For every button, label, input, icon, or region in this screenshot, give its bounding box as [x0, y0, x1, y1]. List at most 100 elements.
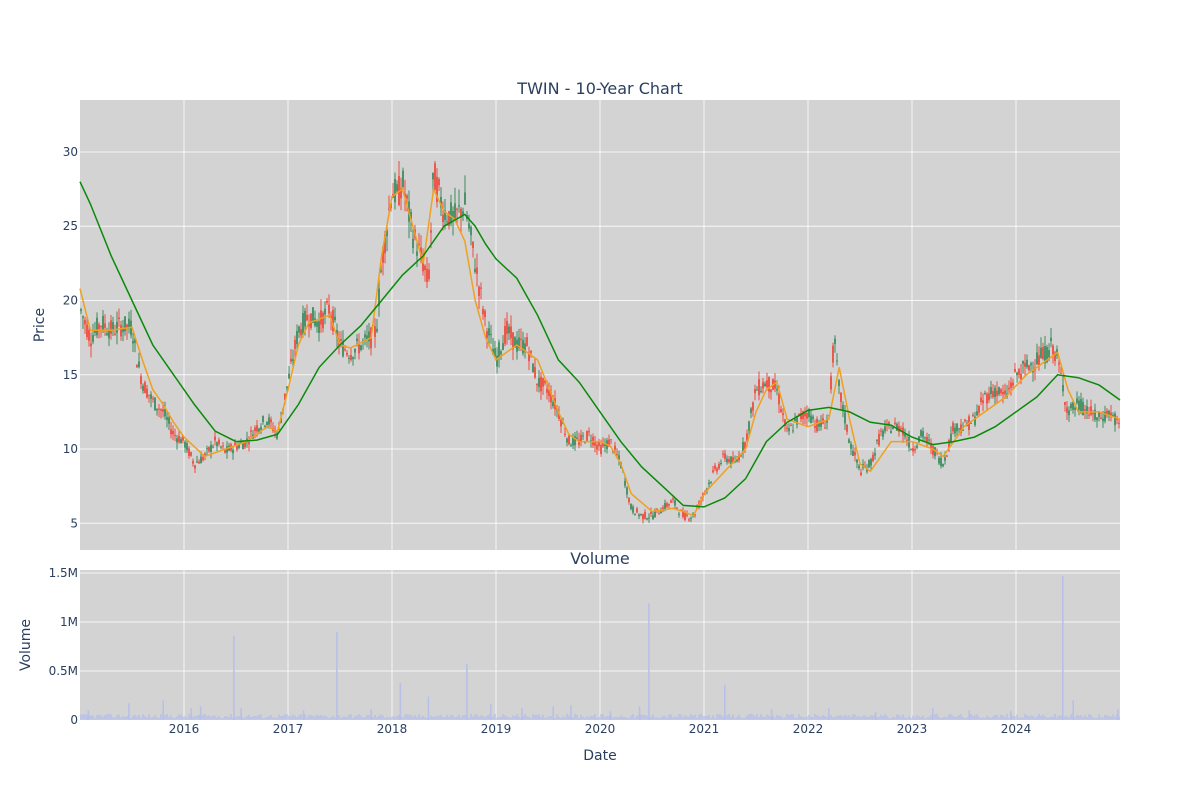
price-candle-body [400, 188, 402, 199]
price-candle-body [162, 409, 164, 412]
volume-bar [840, 714, 842, 720]
price-candle-body [800, 413, 802, 420]
volume-bar [486, 715, 488, 720]
price-candle-body [774, 380, 776, 389]
volume-bar [904, 717, 906, 720]
price-candle-body [1068, 410, 1070, 416]
volume-bar [996, 714, 998, 720]
price-candle-body [1082, 401, 1084, 416]
price-candle-body [824, 427, 826, 429]
volume-bar [726, 715, 728, 720]
price-candle-body [912, 448, 914, 452]
volume-bar [340, 717, 342, 720]
price-candle-body [654, 511, 656, 518]
volume-bar [778, 715, 780, 720]
volume-bar [1034, 717, 1036, 720]
volume-bar [1088, 714, 1090, 720]
volume-bar [464, 714, 466, 720]
volume-spike-bar [199, 706, 202, 720]
price-candle-body [96, 317, 98, 336]
x-axis-title: Date [583, 748, 616, 764]
volume-spike-bar [233, 635, 235, 720]
volume-spike-bar [570, 705, 572, 720]
price-candle-body [136, 364, 138, 368]
volume-y-tick-label: 0 [70, 713, 78, 727]
price-candle-body [838, 380, 840, 386]
volume-bar [978, 716, 980, 720]
price-candle-body [422, 261, 424, 272]
price-candle-body [668, 503, 670, 506]
price-candle-body [266, 421, 268, 425]
price-candle-body [994, 387, 996, 397]
price-candle-body [358, 343, 360, 354]
volume-bar [550, 716, 552, 720]
volume-spike-bar [552, 706, 554, 720]
price-candle-body [450, 202, 452, 224]
volume-bar [760, 714, 762, 720]
price-candle-body [234, 442, 236, 446]
x-tick-label: 2021 [689, 722, 720, 736]
volume-spike-bar [828, 708, 830, 720]
price-candle-body [454, 203, 456, 219]
volume-bar [234, 716, 236, 720]
price-candle-body [746, 433, 748, 441]
price-candle-body [624, 480, 626, 486]
volume-bar [534, 714, 536, 720]
volume-bar [226, 716, 228, 720]
price-candle-body [260, 427, 262, 430]
price-candle-body [480, 287, 482, 289]
volume-bar [920, 717, 922, 720]
price-candle-body [524, 343, 526, 353]
price-candle-body [840, 392, 842, 402]
volume-bar [604, 717, 606, 720]
volume-bar [858, 716, 860, 720]
volume-bar [798, 714, 800, 720]
price-candle-body [82, 316, 84, 318]
price-candle-body [132, 340, 134, 344]
volume-bar [1080, 714, 1082, 720]
price-candle-body [434, 163, 436, 191]
x-tick-label: 2024 [1001, 722, 1032, 736]
price-candle-body [730, 456, 732, 465]
price-candle-body [494, 348, 496, 358]
price-candle-body [174, 435, 176, 437]
volume-bar [744, 717, 746, 720]
volume-bar [124, 716, 126, 720]
volume-bar [108, 713, 110, 720]
volume-bar [772, 715, 774, 720]
volume-bar [396, 715, 398, 720]
price-candle-body [1010, 382, 1012, 388]
volume-bar [258, 714, 260, 720]
volume-bar [342, 716, 344, 720]
volume-bar [154, 714, 156, 720]
volume-bar [334, 717, 336, 720]
price-candle-body [500, 351, 502, 355]
price-candle-body [852, 450, 854, 456]
volume-bar [1028, 716, 1030, 720]
price-candle-body [642, 514, 644, 520]
volume-bar [952, 715, 954, 720]
price-candle-body [660, 511, 662, 514]
price-candle-body [846, 424, 848, 432]
price-candle-body [340, 339, 342, 341]
volume-bar [1016, 714, 1018, 720]
volume-bar [80, 714, 82, 720]
price-candle-body [608, 439, 610, 447]
price-candle-body [1074, 407, 1076, 410]
price-y-tick-label: 5 [70, 516, 78, 530]
volume-bar [666, 717, 668, 720]
volume-bar [592, 716, 594, 720]
price-candle-body [1092, 413, 1094, 415]
volume-bar [288, 715, 290, 720]
volume-bar [938, 716, 940, 720]
volume-bar [562, 716, 564, 720]
price-candle-body [346, 352, 348, 355]
price-candle-body [910, 449, 912, 451]
volume-bar [590, 715, 592, 720]
price-candle-body [244, 440, 246, 448]
volume-bar [274, 717, 276, 720]
volume-bar [810, 716, 812, 720]
volume-bar [800, 716, 802, 720]
volume-bar [780, 716, 782, 720]
price-candle-body [1072, 402, 1074, 410]
